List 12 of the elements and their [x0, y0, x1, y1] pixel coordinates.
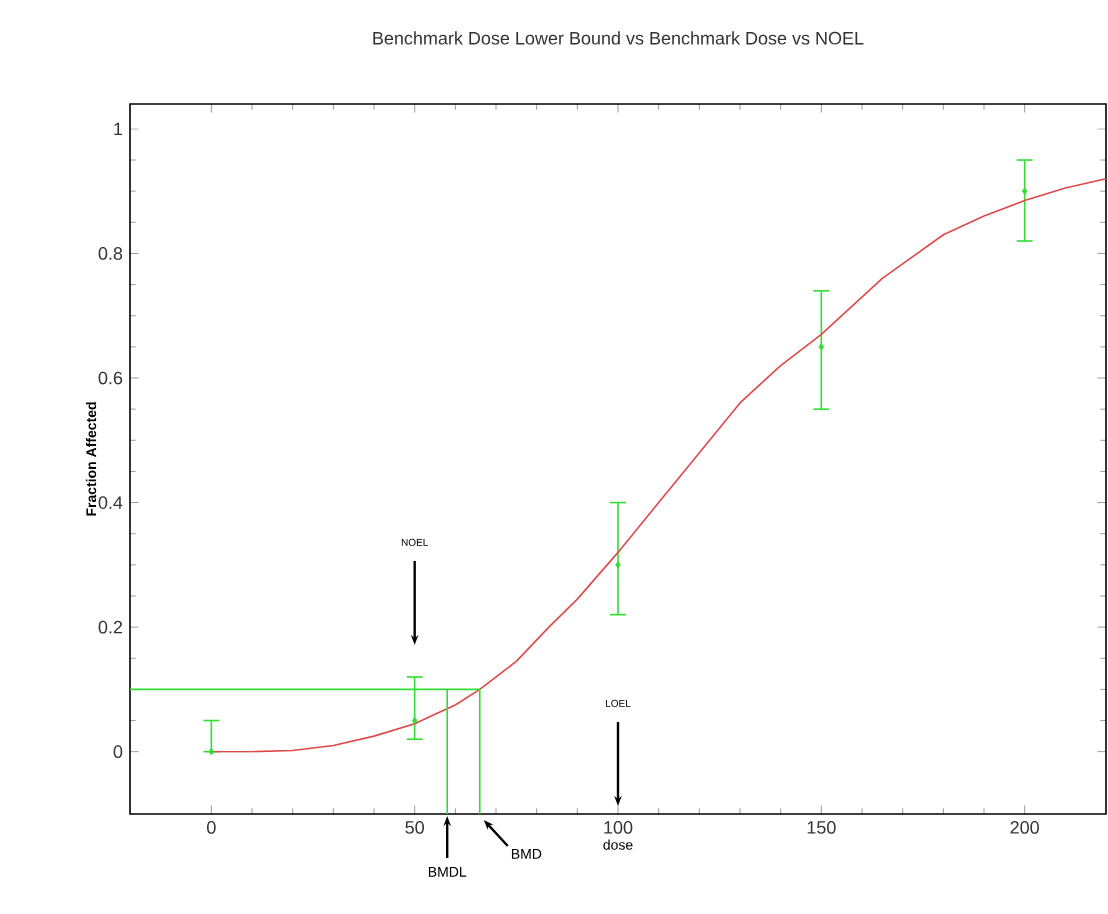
x-tick-label: 150	[807, 821, 836, 834]
y-tick-label: 0	[113, 745, 123, 759]
x-tick-label: 0	[207, 821, 216, 834]
y-tick-label: 0.8	[98, 247, 123, 260]
x-tick-label: 100	[604, 821, 633, 834]
y-tick-label: 0.4	[98, 496, 123, 509]
x-tick-label: 200	[1010, 821, 1039, 834]
chart-title: Benchmark Dose Lower Bound vs Benchmark Dose vs NOEL	[373, 31, 864, 45]
y-tick-label: 0.2	[98, 620, 123, 634]
x-tick-label: 50	[405, 821, 424, 834]
y-tick-label: 1	[114, 122, 123, 136]
y-tick-label: 0.6	[98, 371, 123, 385]
